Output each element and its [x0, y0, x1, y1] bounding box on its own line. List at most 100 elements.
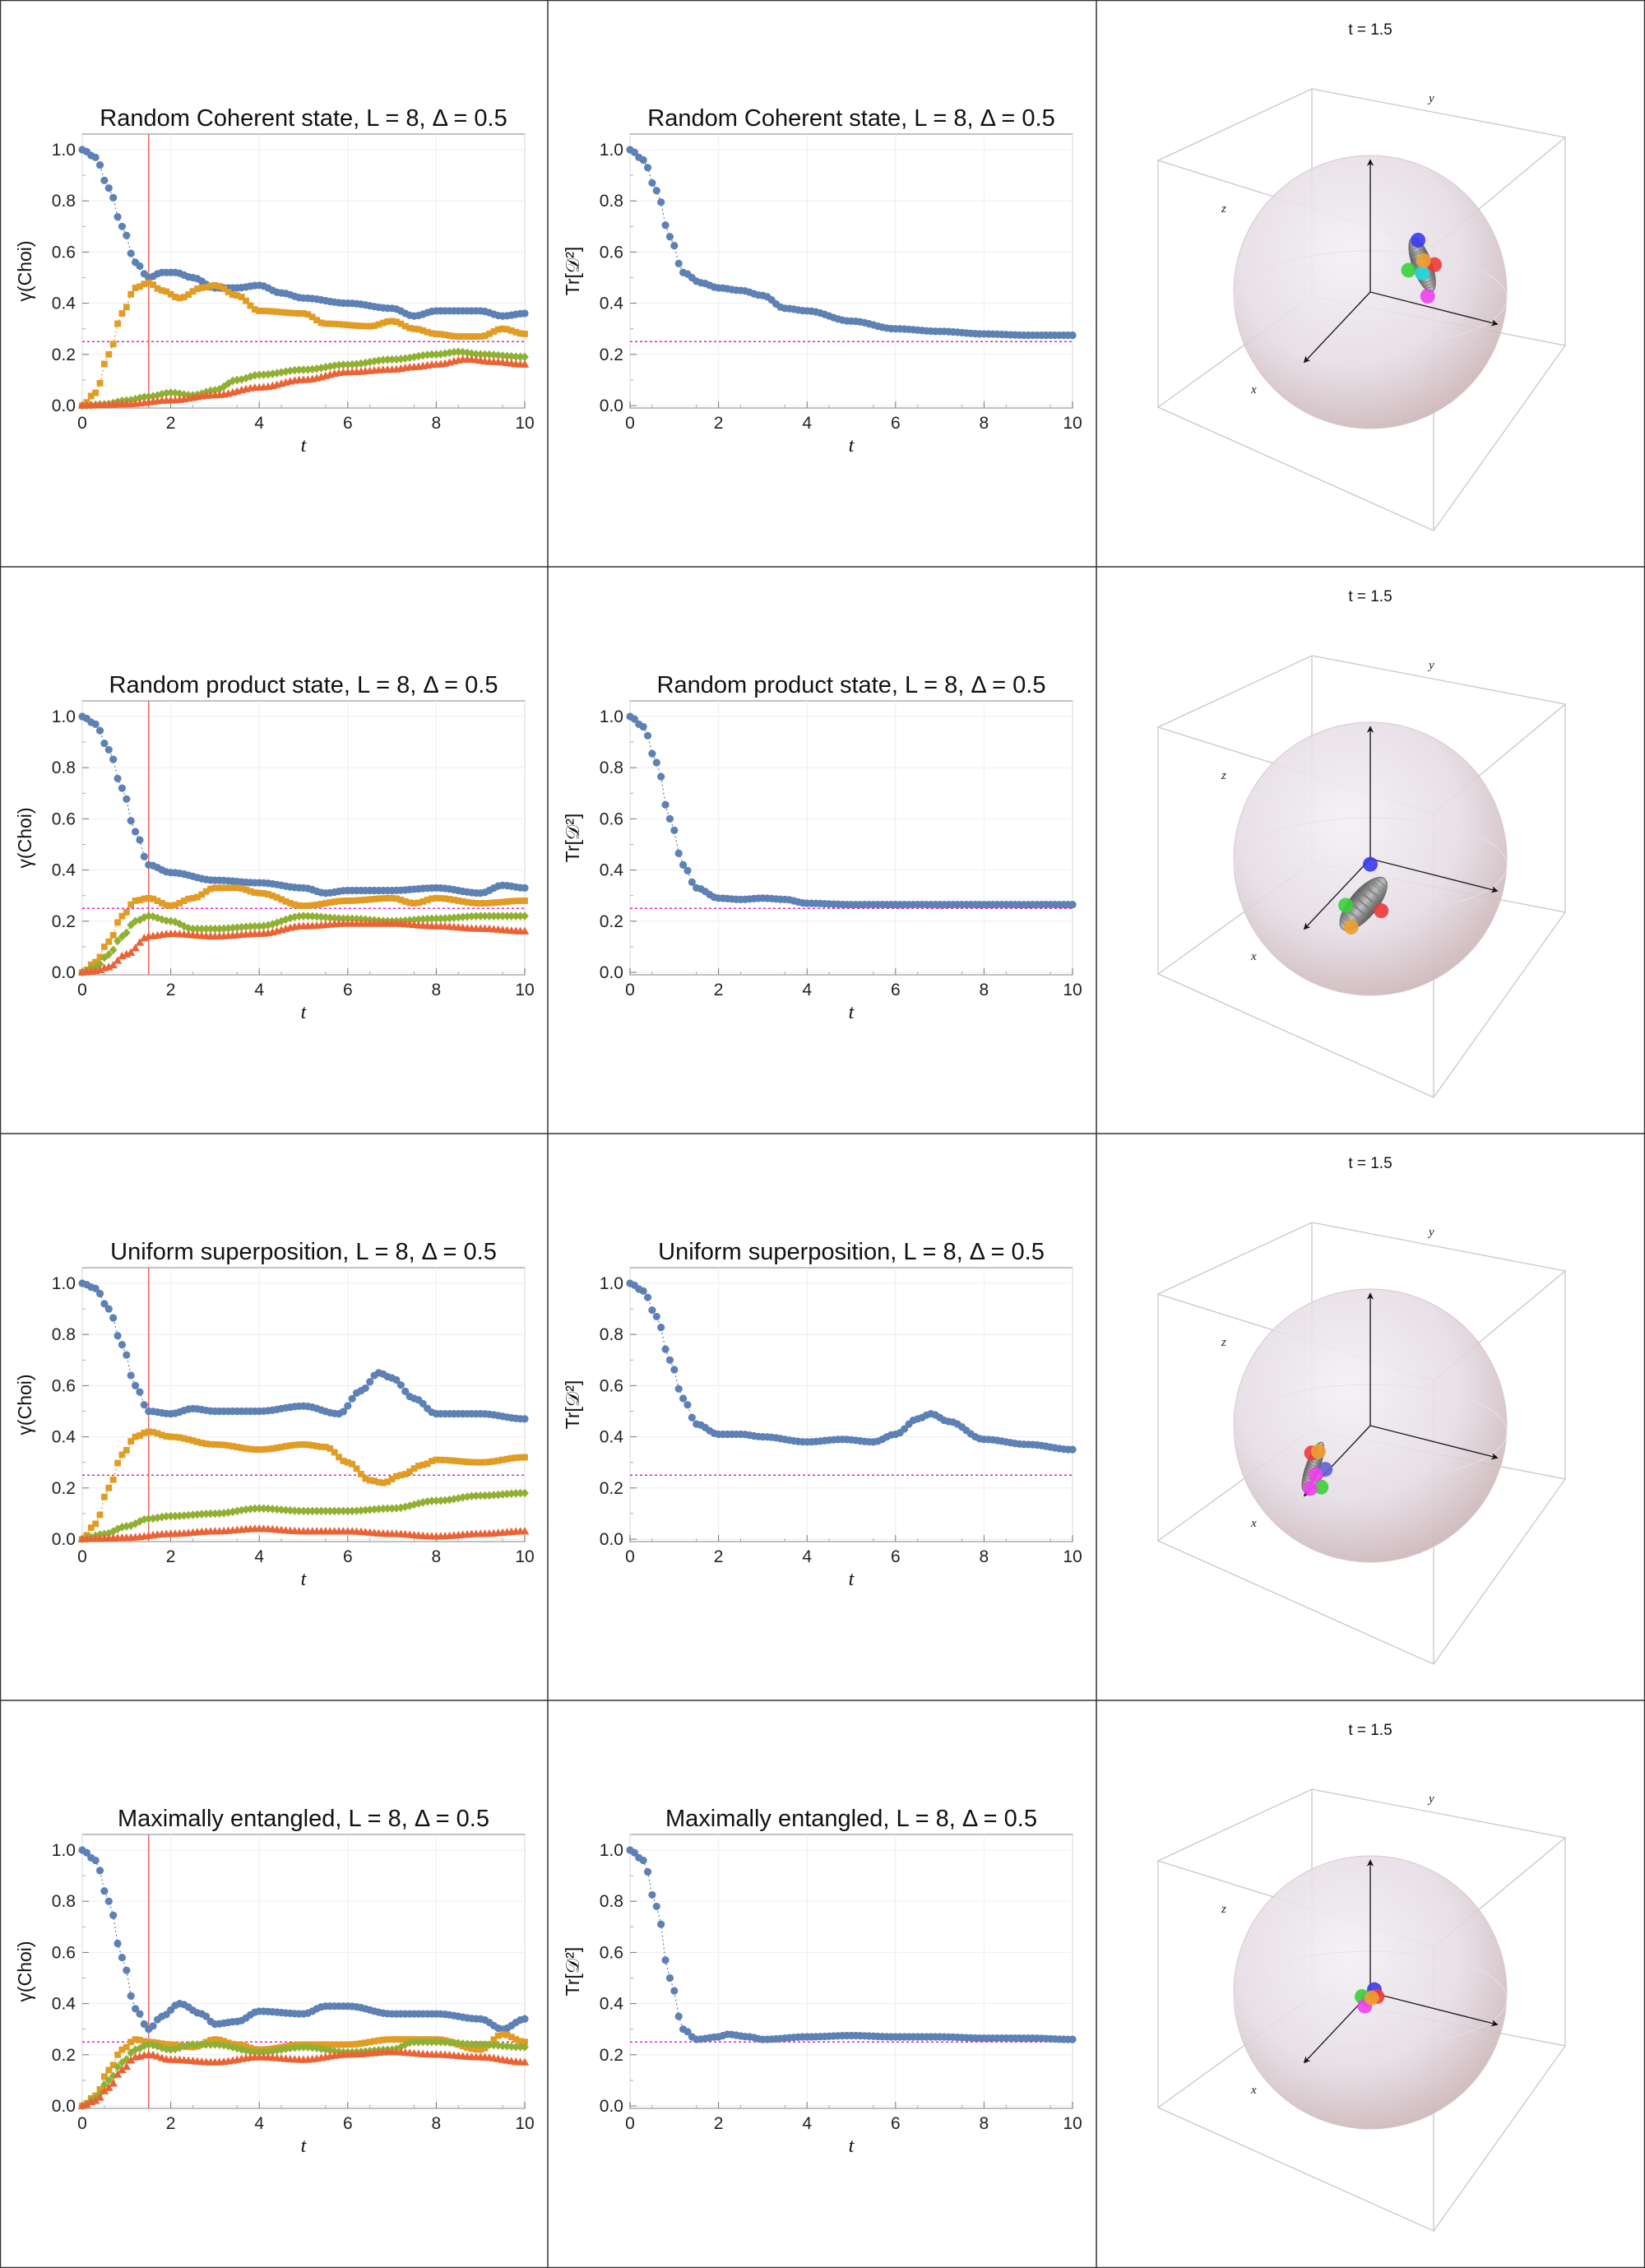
data-point: [340, 2041, 347, 2048]
data-point: [131, 1519, 140, 1528]
data-point: [326, 1506, 335, 1516]
y-tick-label: 1.0: [600, 1841, 623, 1860]
data-point: [295, 1441, 303, 1448]
x-axis-label: t: [849, 1569, 855, 1590]
x-axis-letter: x: [1250, 2084, 1257, 2097]
data-point: [480, 1491, 489, 1500]
x-tick-label: 8: [980, 2114, 989, 2133]
data-point: [140, 1401, 148, 1409]
data-point: [344, 897, 351, 904]
data-point: [91, 1284, 100, 1292]
data-point: [507, 1489, 516, 1498]
data-point: [485, 1491, 494, 1500]
data-point: [326, 2046, 335, 2055]
data-point: [429, 895, 435, 902]
data-point: [494, 2032, 502, 2039]
data-point: [639, 1287, 647, 1295]
data-point: [471, 1491, 480, 1500]
series-orange: [79, 279, 528, 409]
data-point: [396, 355, 405, 364]
data-point: [136, 836, 144, 844]
data-point: [104, 745, 113, 754]
data-point: [371, 322, 378, 329]
x-tick-label: 2: [714, 414, 724, 433]
data-point: [132, 2036, 139, 2043]
data-point: [118, 1451, 126, 1459]
data-point: [144, 1514, 153, 1524]
data-point: [477, 333, 484, 340]
x-tick-label: 0: [625, 414, 635, 433]
y-tick-label: 0.0: [52, 1530, 76, 1549]
data-point: [352, 359, 361, 369]
data-point: [688, 878, 696, 886]
x-tick-label: 6: [343, 981, 353, 999]
data-point: [96, 2085, 104, 2093]
y-axis-letter: y: [1427, 1793, 1434, 1806]
data-point: [300, 1441, 307, 1448]
data-point: [131, 394, 140, 404]
x-tick-label: 6: [343, 2114, 353, 2133]
data-point: [291, 1441, 299, 1449]
data-point: [308, 1506, 317, 1516]
data-point: [661, 800, 670, 809]
data-point: [114, 774, 122, 783]
series-orange: [79, 884, 528, 976]
data-point: [172, 2041, 178, 2048]
data-point: [87, 1524, 95, 1531]
data-point: [202, 284, 210, 291]
data-point: [95, 959, 104, 969]
data-point: [429, 330, 435, 337]
data-point: [114, 2062, 122, 2071]
data-point: [652, 187, 660, 195]
data-point: [109, 945, 118, 955]
data-point: [322, 912, 330, 922]
data-point: [114, 919, 121, 926]
state-dot: [1401, 262, 1416, 278]
plot-frame: [629, 700, 1073, 976]
data-point: [198, 891, 206, 898]
data-point: [643, 1867, 652, 1876]
x-tick-label: 8: [980, 981, 989, 999]
data-point: [428, 2037, 436, 2047]
data-point: [299, 1506, 308, 1516]
y-tick-label: 0.2: [52, 346, 76, 364]
data-point: [326, 913, 335, 922]
data-point: [349, 1460, 356, 1468]
data-point: [424, 1460, 431, 1468]
data-point: [131, 944, 140, 952]
data-point: [269, 308, 276, 315]
state-dot: [1420, 288, 1435, 304]
data-point: [188, 1510, 197, 1519]
y-axis-arrow: [1369, 291, 1499, 327]
data-point: [352, 914, 361, 924]
data-point: [176, 1434, 183, 1441]
data-point: [118, 1954, 127, 1962]
data-point: [670, 242, 679, 250]
data-point: [455, 333, 462, 340]
x-axis-label: t: [849, 1002, 855, 1023]
data-point: [141, 281, 148, 288]
series-red: [77, 355, 530, 409]
data-point: [428, 1496, 436, 1505]
data-point: [480, 2040, 489, 2049]
data-point: [494, 350, 503, 360]
data-point: [272, 369, 281, 378]
data-point: [379, 895, 387, 902]
data-point: [441, 914, 449, 923]
x-tick-label: 10: [1063, 1547, 1082, 1566]
data-point: [127, 817, 135, 825]
data-point: [516, 1488, 525, 1498]
data-point: [336, 2041, 342, 2048]
data-point: [95, 161, 104, 169]
bloch-axes: [1303, 159, 1499, 364]
data-point: [379, 319, 387, 327]
z-axis-letter: z: [1221, 1336, 1226, 1349]
data-point: [220, 884, 228, 892]
data-point: [91, 153, 100, 161]
series-green: [78, 1488, 529, 1544]
series-red: [77, 2048, 530, 2109]
data-point: [141, 2038, 148, 2045]
data-point: [512, 2042, 521, 2052]
data-point: [450, 2038, 458, 2048]
data-point: [294, 911, 304, 921]
